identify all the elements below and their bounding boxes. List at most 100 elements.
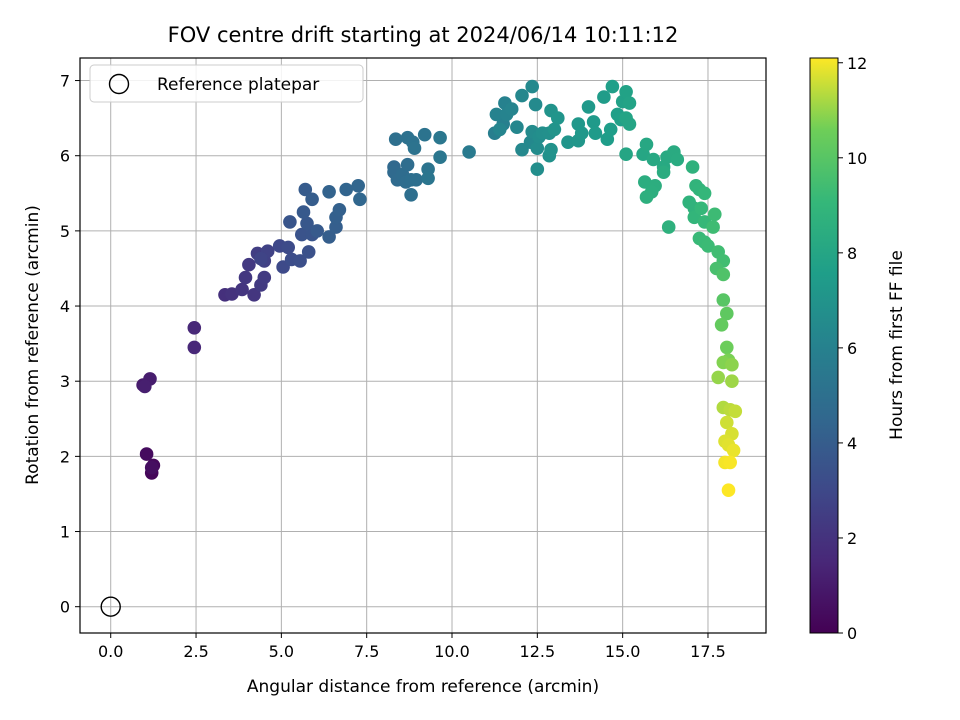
- x-tick-label: 12.5: [520, 642, 556, 661]
- scatter-point: [433, 130, 447, 145]
- scatter-point: [661, 220, 676, 234]
- scatter-point: [694, 201, 708, 216]
- legend-label-reference: Reference platepar: [157, 75, 319, 95]
- scatter-point: [725, 374, 739, 389]
- scatter-point: [504, 102, 519, 116]
- legend-marker-reference: [108, 73, 130, 95]
- plot-frame: [79, 57, 767, 634]
- y-tick-label: 2: [60, 447, 70, 466]
- scatter-point: [619, 147, 633, 161]
- scatter-point: [581, 100, 596, 114]
- colorbar-tick-label: 4: [847, 434, 857, 453]
- scatter-point: [723, 455, 737, 470]
- y-tick-label: 0: [60, 598, 70, 617]
- scatter-point: [400, 157, 415, 172]
- scatter-point: [605, 79, 620, 94]
- scatter-point: [353, 192, 367, 207]
- colorbar-frame: [809, 57, 839, 634]
- scatter-point: [417, 127, 432, 142]
- scatter-point: [388, 132, 403, 146]
- scatter-point: [622, 117, 637, 131]
- scatter-point: [515, 88, 529, 103]
- colorbar-tick-label: 6: [847, 339, 857, 358]
- scatter-point: [254, 251, 268, 266]
- grid-lines: [80, 58, 766, 633]
- scatter-point: [639, 190, 654, 204]
- scatter-point: [421, 171, 435, 186]
- scatter-point: [310, 224, 325, 238]
- y-tick-label: 6: [60, 147, 70, 166]
- scatter-point: [701, 239, 715, 253]
- scatter-point: [525, 79, 539, 94]
- legend: Reference platepar: [89, 64, 364, 103]
- colorbar-tick-label: 8: [847, 244, 857, 263]
- scatter-point: [728, 404, 743, 419]
- colorbar-gradient: [810, 58, 838, 633]
- scatter-point: [726, 443, 741, 458]
- scatter-point: [716, 293, 731, 307]
- scatter-point: [711, 370, 725, 385]
- colorbar-tick-label: 2: [847, 529, 857, 548]
- legend-box: [89, 64, 364, 103]
- scatter-point: [407, 141, 422, 155]
- scatter-point: [247, 288, 261, 302]
- scatter-point: [322, 185, 336, 199]
- scatter-point: [708, 207, 722, 222]
- scatter-point: [670, 152, 685, 167]
- scatter-point: [588, 126, 603, 140]
- scatter-point: [638, 175, 652, 189]
- scatter-point: [409, 173, 424, 187]
- scatter-point: [544, 142, 558, 157]
- scatter-point: [656, 165, 671, 179]
- scatter-point: [720, 415, 734, 430]
- scatter-point: [351, 179, 366, 193]
- scatter-point: [574, 126, 589, 140]
- x-tick-label: 2.5: [183, 642, 208, 661]
- scatter-point: [510, 120, 524, 134]
- data-points: [100, 79, 743, 617]
- y-tick-label: 5: [60, 222, 70, 241]
- scatter-point: [714, 318, 729, 332]
- colorbar-tick-label: 12: [847, 54, 867, 73]
- scatter-point: [238, 270, 253, 285]
- reference-marker: [100, 596, 121, 617]
- scatter-point: [298, 182, 313, 197]
- scatter-point: [138, 379, 152, 394]
- scatter-point: [720, 306, 734, 321]
- x-axis-ticks: 0.0 2.5 5.0 7.5 10.0 12.5 15.0 17.5: [98, 633, 726, 661]
- chart-title: FOV centre drift starting at 2024/06/14 …: [168, 23, 679, 47]
- colorbar: 0 2 4 6 8 10 12 Hours from first FF file: [809, 54, 907, 643]
- x-tick-label: 15.0: [605, 642, 641, 661]
- scatter-point: [586, 115, 601, 129]
- scatter-point: [404, 188, 418, 202]
- scatter-point: [339, 182, 354, 197]
- x-tick-label: 0.0: [98, 642, 123, 661]
- scatter-point: [283, 215, 297, 229]
- scatter-point: [530, 141, 545, 155]
- scatter-point: [305, 192, 319, 207]
- scatter-point: [329, 220, 343, 234]
- scatter-point: [295, 227, 309, 242]
- scatter-point: [622, 96, 637, 110]
- scatter-point: [685, 160, 700, 174]
- scatter-point: [301, 245, 316, 259]
- scatter-point: [242, 257, 256, 272]
- scatter-point: [225, 287, 239, 301]
- colorbar-ticks: 0 2 4 6 8 10 12: [838, 54, 867, 643]
- scatter-point: [716, 267, 731, 282]
- scatter-point: [493, 122, 507, 137]
- scatter-point: [296, 205, 311, 219]
- scatter-point: [721, 483, 736, 498]
- scatter-point: [332, 203, 347, 217]
- scatter-point: [561, 135, 575, 149]
- scatter-point: [551, 111, 565, 125]
- y-tick-label: 3: [60, 372, 70, 391]
- scatter-point: [187, 321, 202, 335]
- scatter-point: [489, 107, 504, 122]
- scatter-point: [144, 460, 159, 475]
- scatter-point: [322, 230, 336, 244]
- scatter-point: [235, 282, 249, 297]
- scatter-point: [547, 122, 562, 137]
- scatter-point: [646, 152, 661, 167]
